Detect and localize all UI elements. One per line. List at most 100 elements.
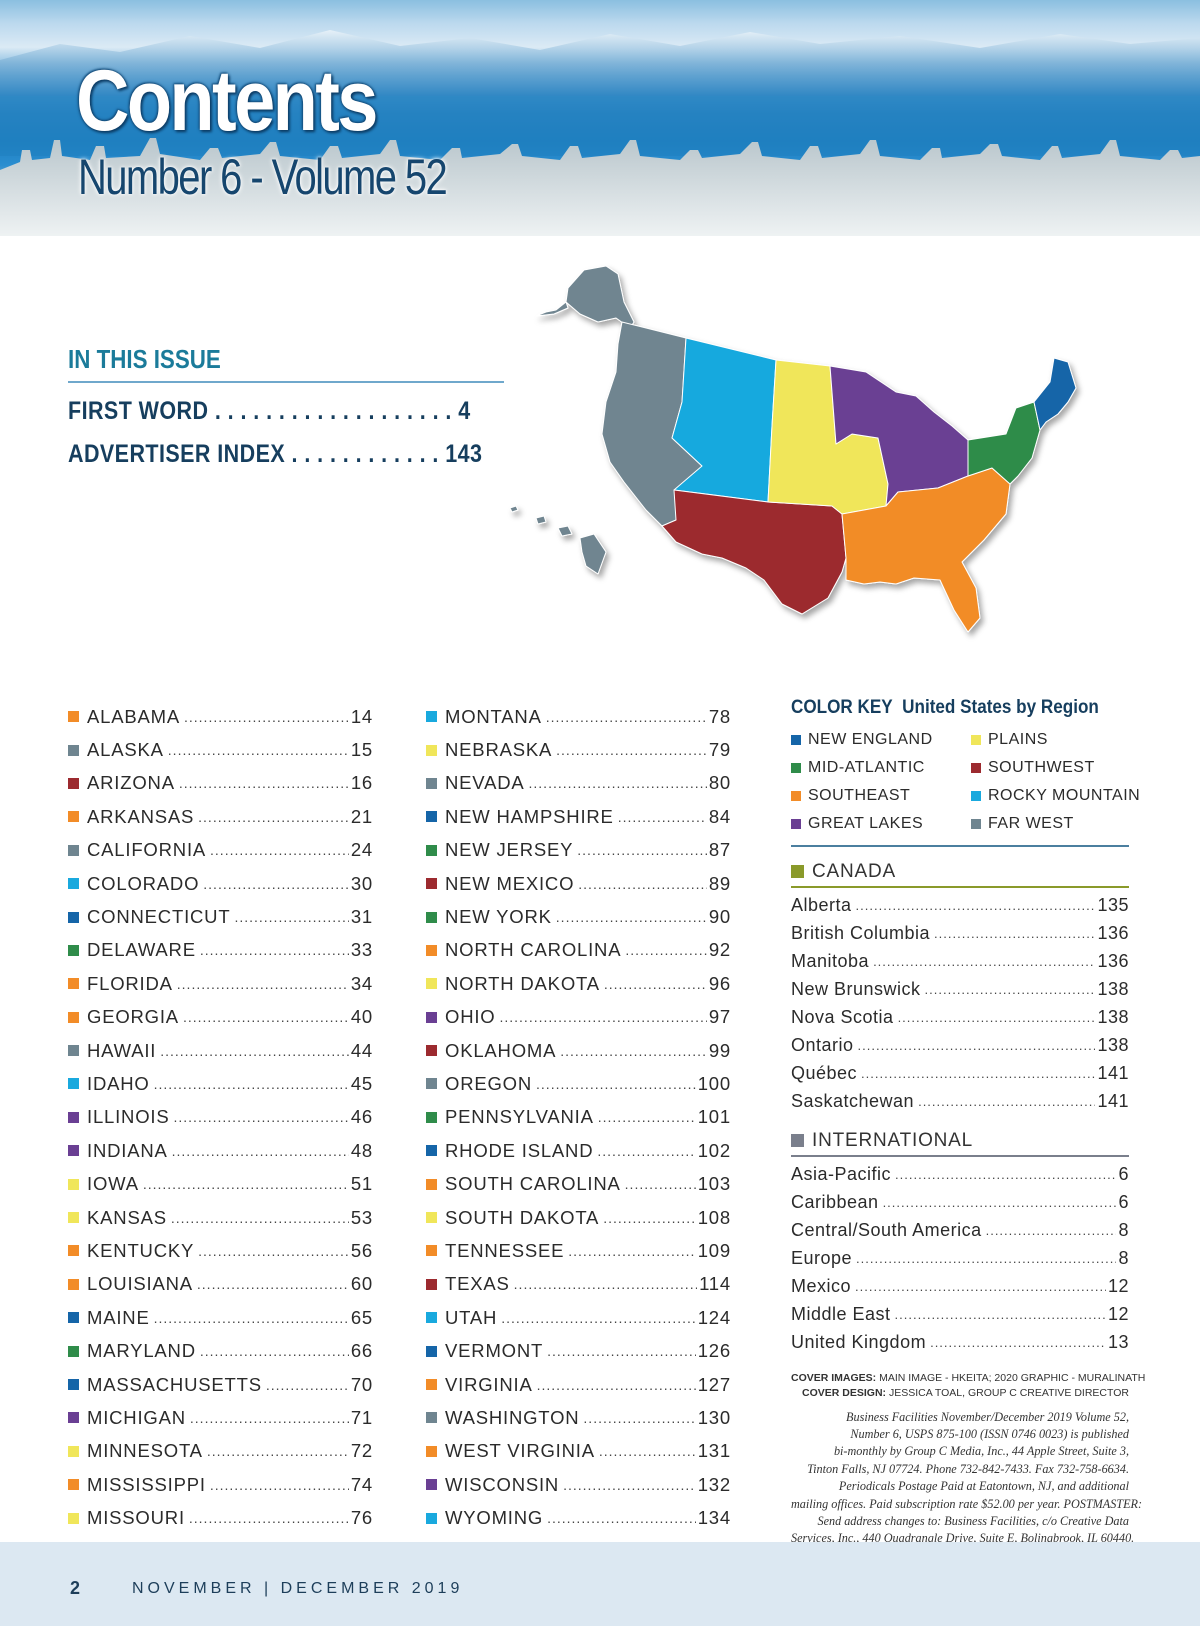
state-page-number: 65 <box>350 1306 373 1328</box>
state-entry[interactable]: CALIFORNIA 24 <box>68 834 373 867</box>
state-entry[interactable]: NORTH CAROLINA 92 <box>426 934 731 967</box>
place-entry[interactable]: Caribbean 6 <box>791 1189 1129 1217</box>
state-name: IOWA <box>87 1173 139 1195</box>
place-name: Central/South America <box>791 1220 982 1240</box>
state-entry[interactable]: NEVADA 80 <box>426 767 731 800</box>
state-entry[interactable]: ARKANSAS 21 <box>68 800 373 833</box>
place-entry[interactable]: Nova Scotia 138 <box>791 1004 1129 1032</box>
state-entry[interactable]: ALABAMA 14 <box>68 700 373 733</box>
state-entry[interactable]: ALASKA 15 <box>68 733 373 766</box>
state-entry[interactable]: KENTUCKY 56 <box>68 1234 373 1267</box>
state-entry[interactable]: NEBRASKA 79 <box>426 733 731 766</box>
place-entry[interactable]: Manitoba 136 <box>791 948 1129 976</box>
state-page-number: 70 <box>350 1373 373 1395</box>
state-entry[interactable]: WISCONSIN 132 <box>426 1468 731 1501</box>
state-name: DELAWARE <box>87 939 196 961</box>
dot-leader <box>190 1410 349 1426</box>
color-key-item-label: FAR WEST <box>988 815 1074 832</box>
dot-leader <box>898 1010 1096 1025</box>
state-entry[interactable]: NEW HAMPSHIRE 84 <box>426 800 731 833</box>
state-entry[interactable]: FLORIDA 34 <box>68 967 373 1000</box>
state-entry[interactable]: INDIANA 48 <box>68 1134 373 1167</box>
state-page-number: 71 <box>350 1406 373 1428</box>
state-entry[interactable]: KANSAS 53 <box>68 1201 373 1234</box>
state-name: NORTH DAKOTA <box>445 972 600 994</box>
state-entry[interactable]: MICHIGAN 71 <box>68 1401 373 1434</box>
place-name: Mexico <box>791 1276 852 1296</box>
region-swatch <box>68 1145 79 1157</box>
state-entry[interactable]: VERMONT 126 <box>426 1334 731 1367</box>
state-entry[interactable]: WEST VIRGINIA 131 <box>426 1435 731 1468</box>
state-entry[interactable]: MINNESOTA 72 <box>68 1435 373 1468</box>
state-entry[interactable]: SOUTH DAKOTA 108 <box>426 1201 731 1234</box>
region-swatch <box>68 711 79 723</box>
cover-images-value: MAIN IMAGE - HKEITA; 2020 GRAPHIC - MURA… <box>879 1371 1146 1384</box>
publication-info-line: mailing offices. Paid subscription rate … <box>791 1496 1143 1511</box>
place-entry[interactable]: Alberta 135 <box>791 892 1129 920</box>
first-word-entry[interactable]: FIRST WORD . . . . . . . . . . . . . . .… <box>68 397 471 425</box>
state-page-number: 127 <box>697 1373 731 1395</box>
place-entry[interactable]: Mexico 12 <box>791 1273 1129 1301</box>
state-entry[interactable]: ILLINOIS 46 <box>68 1101 373 1134</box>
state-entry[interactable]: PENNSYLVANIA 101 <box>426 1101 731 1134</box>
state-entry[interactable]: OKLAHOMA 99 <box>426 1034 731 1067</box>
state-entry[interactable]: NEW MEXICO 89 <box>426 867 731 900</box>
place-entry[interactable]: Middle East 12 <box>791 1301 1129 1329</box>
state-entry[interactable]: OHIO 97 <box>426 1001 731 1034</box>
state-entry[interactable]: HAWAII 44 <box>68 1034 373 1067</box>
place-entry[interactable]: Europe 8 <box>791 1245 1129 1273</box>
state-entry[interactable]: SOUTH CAROLINA 103 <box>426 1167 731 1200</box>
state-page-number: 34 <box>350 972 373 994</box>
state-entry[interactable]: MARYLAND 66 <box>68 1334 373 1367</box>
state-entry[interactable]: NEW YORK 90 <box>426 900 731 933</box>
place-entry[interactable]: British Columbia 136 <box>791 920 1129 948</box>
state-entry[interactable]: ARIZONA 16 <box>68 767 373 800</box>
international-list: Asia-Pacific 6 Caribbean 6 Central/South Ame… <box>791 1161 1129 1357</box>
dot-leader <box>207 1443 349 1459</box>
state-entry[interactable]: OREGON 100 <box>426 1067 731 1100</box>
state-entry[interactable]: GEORGIA 40 <box>68 1001 373 1034</box>
state-entry[interactable]: MISSOURI 76 <box>68 1501 373 1534</box>
place-entry[interactable]: Asia-Pacific 6 <box>791 1161 1129 1189</box>
state-entry[interactable]: CONNECTICUT 31 <box>68 900 373 933</box>
footer-page-number: 2 <box>70 1578 81 1598</box>
state-entry[interactable]: TEXAS 114 <box>426 1268 731 1301</box>
canada-swatch <box>791 865 804 878</box>
state-entry[interactable]: LOUISIANA 60 <box>68 1268 373 1301</box>
state-page-number: 114 <box>699 1273 731 1295</box>
place-entry[interactable]: New Brunswick 138 <box>791 976 1129 1004</box>
advertiser-index-entry[interactable]: ADVERTISER INDEX . . . . . . . . . . . .… <box>68 440 483 468</box>
state-entry[interactable]: IDAHO 45 <box>68 1067 373 1100</box>
region-swatch <box>426 1045 437 1057</box>
place-entry[interactable]: Saskatchewan 141 <box>791 1088 1129 1116</box>
dot-leader <box>563 1477 696 1493</box>
states-list-column-2: MONTANA 78 NEBRASKA 79 NEVADA 80 NEW HAMPSHIRE… <box>426 700 731 1535</box>
state-entry[interactable]: RHODE ISLAND 102 <box>426 1134 731 1167</box>
place-entry[interactable]: United Kingdom 13 <box>791 1329 1129 1357</box>
state-entry[interactable]: COLORADO 30 <box>68 867 373 900</box>
dot-leader <box>556 909 707 925</box>
state-entry[interactable]: UTAH 124 <box>426 1301 731 1334</box>
place-entry[interactable]: Central/South America 8 <box>791 1217 1129 1245</box>
state-entry[interactable]: MONTANA 78 <box>426 700 731 733</box>
state-entry[interactable]: WASHINGTON 130 <box>426 1401 731 1434</box>
place-entry[interactable]: Québec 141 <box>791 1060 1129 1088</box>
canada-heading-label: CANADA <box>812 860 896 882</box>
state-entry[interactable]: MAINE 65 <box>68 1301 373 1334</box>
state-entry[interactable]: DELAWARE 33 <box>68 934 373 967</box>
state-entry[interactable]: TENNESSEE 109 <box>426 1234 731 1267</box>
canada-heading: CANADA <box>791 861 1129 883</box>
state-entry[interactable]: VIRGINIA 127 <box>426 1368 731 1401</box>
place-page-number: 12 <box>1107 1276 1129 1296</box>
state-entry[interactable]: WYOMING 134 <box>426 1501 731 1534</box>
state-name: MINNESOTA <box>87 1440 203 1462</box>
state-entry[interactable]: NEW JERSEY 87 <box>426 834 731 867</box>
state-entry[interactable]: MISSISSIPPI 74 <box>68 1468 373 1501</box>
dot-leader <box>578 876 707 892</box>
place-name: Caribbean <box>791 1192 879 1212</box>
dot-leader <box>604 976 707 992</box>
state-entry[interactable]: IOWA 51 <box>68 1167 373 1200</box>
state-entry[interactable]: MASSACHUSETTS 70 <box>68 1368 373 1401</box>
place-entry[interactable]: Ontario 138 <box>791 1032 1129 1060</box>
state-entry[interactable]: NORTH DAKOTA 96 <box>426 967 731 1000</box>
